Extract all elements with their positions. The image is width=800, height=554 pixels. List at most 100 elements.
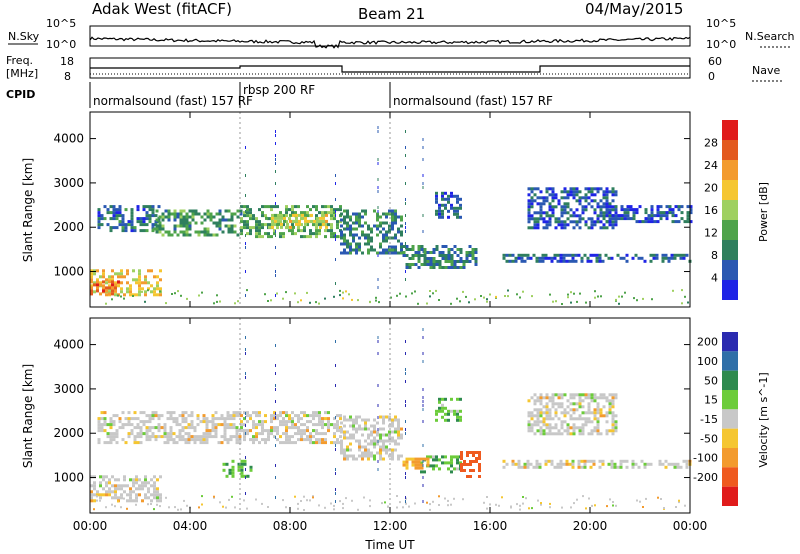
heatmap-cell bbox=[584, 187, 588, 191]
heatmap-cell bbox=[444, 206, 447, 210]
heatmap-cell bbox=[505, 462, 509, 466]
heatmap-cell bbox=[148, 420, 152, 424]
heatmap-cell bbox=[169, 417, 173, 421]
scatter-cell bbox=[528, 507, 530, 510]
heatmap-cell bbox=[120, 272, 123, 276]
heatmap-cell bbox=[150, 493, 153, 497]
heatmap-cell bbox=[662, 211, 666, 215]
heatmap-cell bbox=[264, 205, 267, 209]
heatmap-cell bbox=[610, 256, 614, 260]
heatmap-cell bbox=[147, 287, 150, 291]
heatmap-cell bbox=[626, 205, 630, 209]
heatmap-cell bbox=[267, 232, 270, 236]
heatmap-cell bbox=[595, 256, 599, 260]
heatmap-cell bbox=[283, 219, 286, 223]
heatmap-cell bbox=[650, 214, 654, 218]
heatmap-cell bbox=[411, 263, 415, 266]
heatmap-cell bbox=[450, 254, 454, 257]
heatmap-cell bbox=[460, 466, 463, 469]
heatmap-cell bbox=[318, 432, 321, 436]
scatter-cell bbox=[414, 502, 416, 505]
heatmap-cell bbox=[394, 251, 397, 255]
heatmap-cell bbox=[551, 393, 555, 397]
heatmap-cell bbox=[208, 435, 212, 439]
heatmap-cell bbox=[611, 417, 615, 421]
heatmap-cell bbox=[297, 426, 300, 430]
heatmap-cell bbox=[551, 199, 555, 203]
heatmap-cell bbox=[181, 426, 185, 430]
heatmap-cell bbox=[239, 212, 243, 216]
heatmap-cell bbox=[114, 281, 117, 285]
heatmap-cell bbox=[255, 411, 258, 415]
heatmap-cell bbox=[562, 253, 566, 257]
heatmap-cell bbox=[656, 211, 660, 215]
heatmap-cell bbox=[435, 455, 438, 459]
heatmap-cell bbox=[141, 499, 144, 503]
heatmap-cell bbox=[557, 396, 561, 400]
heatmap-cell bbox=[291, 211, 294, 215]
heatmap-cell bbox=[682, 256, 686, 260]
heatmap-cell bbox=[120, 269, 123, 273]
heatmap-cell bbox=[161, 224, 165, 228]
heatmap-cell bbox=[471, 248, 475, 251]
heatmap-cell bbox=[343, 218, 346, 222]
heatmap-cell bbox=[194, 209, 198, 213]
heatmap-cell bbox=[557, 199, 561, 203]
heatmap-cell bbox=[535, 465, 539, 469]
heatmap-cell bbox=[172, 417, 176, 421]
heatmap-cell bbox=[144, 496, 147, 500]
heatmap-cell bbox=[566, 423, 570, 427]
heatmap-cell bbox=[686, 205, 690, 209]
heatmap-cell bbox=[316, 216, 319, 220]
streak-cell bbox=[422, 444, 424, 447]
heatmap-cell bbox=[571, 465, 575, 469]
heatmap-cell bbox=[367, 227, 370, 231]
heatmap-cell bbox=[397, 427, 400, 431]
heatmap-cell bbox=[548, 429, 552, 433]
heatmap-cell bbox=[420, 463, 424, 467]
heatmap-cell bbox=[258, 414, 261, 418]
heatmap-cell bbox=[141, 484, 144, 488]
streak-cell bbox=[275, 182, 276, 185]
heatmap-cell bbox=[474, 260, 478, 263]
heatmap-cell bbox=[441, 409, 444, 413]
scatter-cell bbox=[369, 499, 371, 502]
heatmap-cell bbox=[478, 466, 481, 469]
heatmap-cell bbox=[459, 197, 462, 201]
streak-cell bbox=[405, 420, 406, 423]
heatmap-cell bbox=[587, 187, 591, 191]
heatmap-cell bbox=[343, 251, 346, 255]
heatmap-cell bbox=[156, 490, 159, 494]
heatmap-cell bbox=[321, 417, 324, 421]
heatmap-cell bbox=[438, 263, 442, 266]
heatmap-cell bbox=[385, 215, 388, 219]
heatmap-cell bbox=[285, 205, 288, 209]
heatmap-cell bbox=[459, 251, 463, 254]
heatmap-cell bbox=[130, 417, 134, 421]
streak-cell bbox=[405, 340, 406, 343]
heatmap-cell bbox=[191, 215, 195, 219]
heatmap-cell bbox=[370, 245, 373, 249]
heatmap-cell bbox=[205, 435, 209, 439]
heatmap-cell bbox=[554, 414, 558, 418]
heatmap-cell bbox=[142, 223, 146, 227]
heatmap-cell bbox=[181, 429, 185, 433]
heatmap-cell bbox=[227, 224, 231, 228]
heatmap-cell bbox=[608, 223, 612, 227]
streak-cell bbox=[377, 158, 379, 161]
heatmap-cell bbox=[315, 235, 318, 239]
heatmap-cell bbox=[279, 423, 282, 427]
heatmap-cell bbox=[355, 233, 358, 237]
heatmap-cell bbox=[108, 487, 111, 491]
heatmap-cell bbox=[677, 205, 681, 209]
heatmap-cell bbox=[223, 426, 227, 430]
heatmap-cell bbox=[148, 205, 152, 209]
heatmap-cell bbox=[599, 220, 603, 224]
heatmap-cell bbox=[569, 220, 573, 224]
heatmap-cell bbox=[417, 260, 421, 263]
heatmap-cell bbox=[367, 418, 370, 422]
heatmap-cell bbox=[569, 187, 573, 191]
heatmap-cell bbox=[584, 411, 588, 415]
heatmap-cell bbox=[102, 487, 105, 491]
heatmap-cell bbox=[115, 208, 119, 212]
